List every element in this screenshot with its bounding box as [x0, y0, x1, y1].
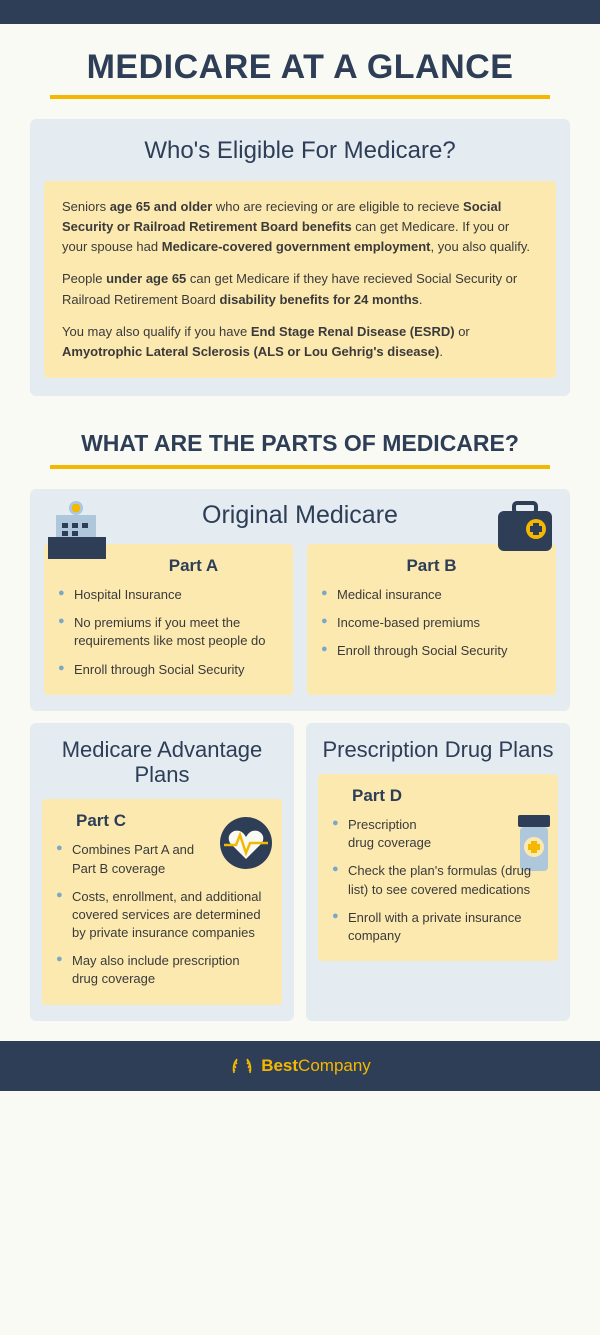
list-item: Check the plan's formulas (drug list) to…	[332, 862, 544, 898]
laurel-icon	[229, 1053, 255, 1079]
advantage-heading: Medicare Advantage Plans	[42, 737, 282, 788]
original-heading: Original Medicare	[44, 501, 556, 530]
list-item: Prescription drug coverage	[332, 816, 442, 852]
eligibility-para-2: People under age 65 can get Medicare if …	[62, 269, 538, 309]
list-item: Income-based premiums	[321, 614, 542, 632]
footer-brand: BestCompany	[261, 1056, 371, 1076]
advantage-block: Medicare Advantage Plans Part C Combines…	[30, 723, 294, 1021]
parts-underline	[50, 465, 550, 469]
part-b-list: Medical insurance Income-based premiums …	[321, 586, 542, 661]
main-title: MEDICARE AT A GLANCE	[0, 24, 600, 95]
list-item: Hospital Insurance	[58, 586, 279, 604]
part-d-card: Part D Prescription drug coverage Check …	[318, 774, 558, 961]
list-item: May also include prescription drug cover…	[56, 952, 268, 988]
drug-block: Prescription Drug Plans Part D Prescript…	[306, 723, 570, 1021]
part-a-card: Part A Hospital Insurance No premiums if…	[44, 544, 293, 695]
list-item: No premiums if you meet the requirements…	[58, 614, 279, 650]
list-item: Medical insurance	[321, 586, 542, 604]
original-medicare-block: Original Medicare Part A Hospital Insura…	[30, 489, 570, 711]
part-d-label: Part D	[332, 786, 544, 806]
list-item: Combines Part A and Part B coverage	[56, 841, 196, 877]
list-item: Costs, enrollment, and additional covere…	[56, 888, 268, 943]
eligibility-body: Seniors age 65 and older who are recievi…	[44, 181, 556, 378]
parts-heading: WHAT ARE THE PARTS OF MEDICARE?	[0, 424, 600, 465]
eligibility-box: Who's Eligible For Medicare? Seniors age…	[30, 119, 570, 396]
list-item: Enroll through Social Security	[321, 642, 542, 660]
heart-icon	[218, 815, 274, 871]
footer: BestCompany	[0, 1041, 600, 1091]
top-bar	[0, 0, 600, 24]
eligibility-para-1: Seniors age 65 and older who are recievi…	[62, 197, 538, 257]
part-b-card: Part B Medical insurance Income-based pr…	[307, 544, 556, 695]
medical-bag-icon	[494, 499, 556, 557]
eligibility-heading: Who's Eligible For Medicare?	[44, 137, 556, 165]
list-item: Enroll with a private insurance company	[332, 909, 544, 945]
part-a-list: Hospital Insurance No premiums if you me…	[58, 586, 279, 679]
part-b-label: Part B	[321, 556, 542, 576]
hospital-icon	[42, 495, 112, 565]
title-underline	[50, 95, 550, 99]
list-item: Enroll through Social Security	[58, 661, 279, 679]
drug-heading: Prescription Drug Plans	[318, 737, 558, 762]
eligibility-para-3: You may also qualify if you have End Sta…	[62, 322, 538, 362]
